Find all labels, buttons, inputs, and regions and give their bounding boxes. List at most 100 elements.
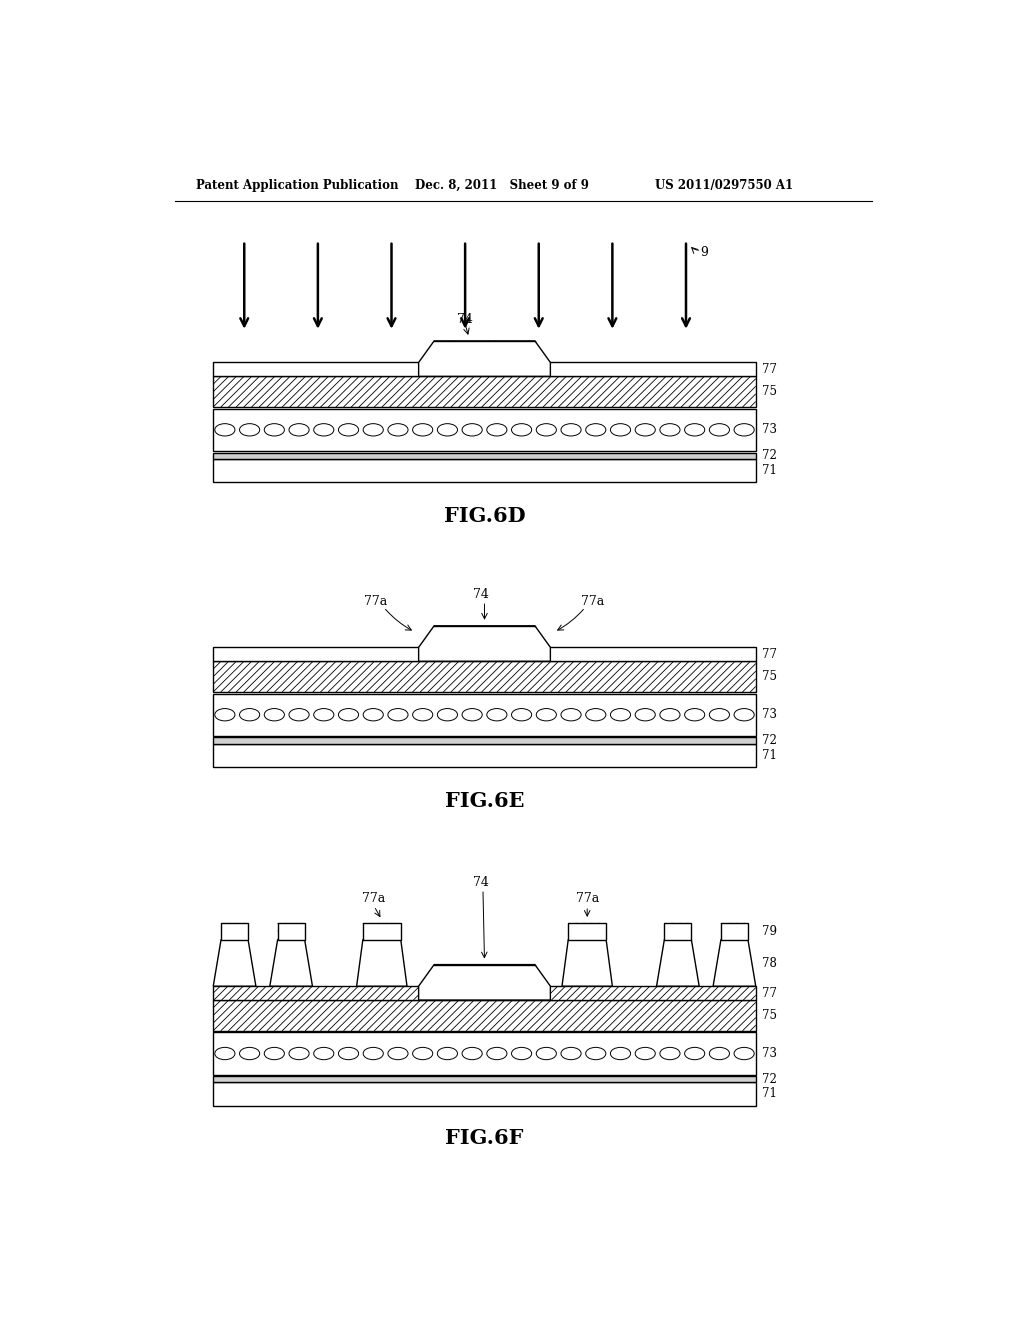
- Bar: [213, 363, 756, 376]
- Ellipse shape: [264, 424, 285, 436]
- Text: Dec. 8, 2011   Sheet 9 of 9: Dec. 8, 2011 Sheet 9 of 9: [415, 178, 589, 191]
- Ellipse shape: [240, 1047, 260, 1060]
- Ellipse shape: [437, 424, 458, 436]
- Ellipse shape: [561, 1047, 581, 1060]
- Ellipse shape: [486, 1047, 507, 1060]
- Ellipse shape: [264, 1047, 285, 1060]
- Text: FIG.6F: FIG.6F: [445, 1127, 523, 1148]
- Ellipse shape: [338, 1047, 358, 1060]
- Ellipse shape: [586, 424, 606, 436]
- Ellipse shape: [610, 1047, 631, 1060]
- Text: 9: 9: [700, 246, 708, 259]
- Ellipse shape: [289, 424, 309, 436]
- Ellipse shape: [215, 1047, 234, 1060]
- Ellipse shape: [586, 709, 606, 721]
- Ellipse shape: [635, 709, 655, 721]
- Text: FIG.6E: FIG.6E: [444, 792, 524, 812]
- Ellipse shape: [659, 424, 680, 436]
- Ellipse shape: [561, 709, 581, 721]
- Ellipse shape: [586, 1047, 606, 1060]
- Text: Patent Application Publication: Patent Application Publication: [197, 178, 398, 191]
- Ellipse shape: [338, 709, 358, 721]
- Ellipse shape: [338, 424, 358, 436]
- Text: 77a: 77a: [582, 594, 604, 607]
- Text: 74: 74: [473, 589, 488, 602]
- Text: 77: 77: [762, 986, 777, 999]
- Bar: [213, 1032, 756, 1074]
- Polygon shape: [665, 923, 691, 940]
- Text: 77: 77: [762, 363, 777, 376]
- Text: 71: 71: [762, 1088, 777, 1101]
- Text: 74: 74: [458, 313, 473, 326]
- Ellipse shape: [215, 709, 234, 721]
- Text: 72: 72: [762, 449, 777, 462]
- Bar: [213, 409, 756, 451]
- Ellipse shape: [635, 424, 655, 436]
- Ellipse shape: [289, 709, 309, 721]
- Text: 73: 73: [762, 1047, 777, 1060]
- Ellipse shape: [388, 424, 408, 436]
- Ellipse shape: [635, 1047, 655, 1060]
- Ellipse shape: [364, 424, 383, 436]
- Text: 77a: 77a: [365, 594, 388, 607]
- Ellipse shape: [437, 709, 458, 721]
- Text: 74: 74: [473, 876, 488, 890]
- Text: 75: 75: [762, 1008, 777, 1022]
- Text: 77: 77: [762, 648, 777, 661]
- Text: 78: 78: [762, 957, 777, 970]
- Ellipse shape: [364, 1047, 383, 1060]
- Bar: [213, 459, 756, 482]
- Ellipse shape: [388, 1047, 408, 1060]
- Ellipse shape: [561, 424, 581, 436]
- Polygon shape: [419, 965, 550, 1001]
- Ellipse shape: [240, 424, 260, 436]
- Bar: [213, 743, 756, 767]
- Ellipse shape: [462, 424, 482, 436]
- Text: 71: 71: [762, 748, 777, 762]
- Bar: [213, 986, 756, 1001]
- Polygon shape: [213, 940, 256, 986]
- Text: 75: 75: [762, 671, 777, 684]
- Ellipse shape: [710, 709, 729, 721]
- Ellipse shape: [610, 424, 631, 436]
- Ellipse shape: [537, 709, 556, 721]
- Bar: [213, 453, 756, 459]
- Ellipse shape: [437, 1047, 458, 1060]
- Ellipse shape: [289, 1047, 309, 1060]
- Text: 77a: 77a: [575, 892, 599, 906]
- Ellipse shape: [462, 709, 482, 721]
- Polygon shape: [568, 923, 606, 940]
- Bar: [213, 376, 756, 407]
- Ellipse shape: [413, 709, 433, 721]
- Bar: [213, 1082, 756, 1106]
- Ellipse shape: [685, 709, 705, 721]
- Ellipse shape: [512, 1047, 531, 1060]
- Polygon shape: [562, 940, 612, 986]
- Polygon shape: [356, 940, 407, 986]
- Bar: [213, 647, 756, 661]
- Ellipse shape: [659, 1047, 680, 1060]
- Text: 73: 73: [762, 709, 777, 721]
- Text: 71: 71: [762, 463, 777, 477]
- Bar: [213, 693, 756, 737]
- Text: 72: 72: [762, 734, 777, 747]
- Ellipse shape: [215, 424, 234, 436]
- Bar: [213, 661, 756, 692]
- Polygon shape: [713, 940, 756, 986]
- Ellipse shape: [486, 709, 507, 721]
- Ellipse shape: [364, 709, 383, 721]
- Polygon shape: [721, 923, 748, 940]
- Polygon shape: [362, 923, 400, 940]
- Ellipse shape: [512, 709, 531, 721]
- Ellipse shape: [685, 424, 705, 436]
- Ellipse shape: [240, 709, 260, 721]
- Ellipse shape: [734, 424, 755, 436]
- Bar: [213, 738, 756, 743]
- Ellipse shape: [264, 709, 285, 721]
- Ellipse shape: [388, 709, 408, 721]
- Ellipse shape: [512, 424, 531, 436]
- Ellipse shape: [313, 424, 334, 436]
- Ellipse shape: [710, 424, 729, 436]
- Text: FIG.6D: FIG.6D: [443, 507, 525, 527]
- Bar: [213, 1001, 756, 1031]
